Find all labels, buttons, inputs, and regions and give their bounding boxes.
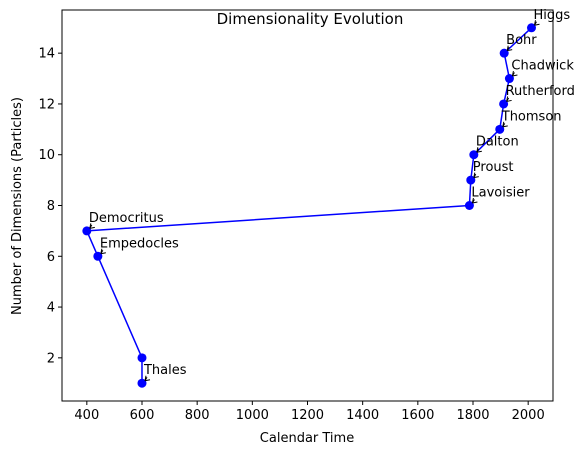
x-tick-label: 1600 [401, 408, 434, 423]
y-axis: 2 4 6 8 10 12 14 [38, 47, 62, 366]
point-label: Lavoisier [471, 186, 530, 201]
x-tick-label: 800 [185, 408, 210, 423]
data-point [82, 226, 92, 236]
x-axis-label: Calendar Time [260, 431, 354, 446]
y-tick-label: 12 [38, 97, 55, 112]
y-tick-label: 2 [47, 351, 55, 366]
point-label: Proust [473, 160, 514, 175]
x-tick-label: 1400 [346, 408, 379, 423]
y-axis-label: Number of Dimensions (Particles) [10, 97, 25, 315]
data-point [504, 74, 514, 84]
annotation-arrowhead [506, 45, 513, 52]
point-label: Chadwick [511, 59, 574, 74]
series-line [86, 27, 532, 384]
x-tick-label: 1800 [456, 408, 489, 423]
point-label: Bohr [506, 33, 537, 48]
plot-frame [61, 9, 554, 402]
x-axis: 400 600 800 1000 1200 1400 1600 1800 2000 [74, 401, 545, 423]
point-label: Higgs [533, 8, 570, 23]
annotation-arrowhead [473, 172, 479, 179]
data-point [469, 150, 479, 160]
data-point [466, 175, 476, 185]
y-tick-label: 6 [47, 250, 55, 265]
chart-title: Dimensionality Evolution [217, 10, 404, 28]
data-point [137, 353, 147, 363]
x-tick-label: 400 [74, 408, 99, 423]
x-tick-label: 2000 [512, 408, 545, 423]
annotation-arrowhead [89, 223, 95, 229]
x-tick-label: 600 [130, 408, 155, 423]
data-point [93, 251, 103, 261]
x-tick-label: 1000 [236, 408, 269, 423]
annotation-arrowhead [476, 147, 482, 153]
point-label: Democritus [89, 211, 164, 226]
data-point [499, 99, 509, 109]
data-point [495, 124, 505, 134]
point-label: Rutherford [506, 84, 575, 99]
plot-area: Thales Empedocles Democritus Lavoisier Prous… [82, 8, 575, 388]
y-tick-label: 14 [38, 47, 55, 62]
y-tick-label: 8 [47, 199, 55, 214]
data-point [137, 378, 147, 388]
data-point [499, 48, 509, 58]
annotation-arrowhead [502, 121, 508, 128]
annotation-arrowhead [506, 96, 512, 102]
annotation-arrowhead [100, 248, 106, 255]
y-tick-label: 4 [47, 301, 55, 316]
x-tick-label: 1200 [291, 408, 324, 423]
y-tick-label: 10 [38, 148, 55, 163]
annotation-arrowhead [533, 20, 540, 26]
point-label: Thales [143, 363, 187, 378]
annotation-arrowhead [511, 70, 518, 77]
data-point [464, 201, 474, 210]
point-label: Empedocles [100, 236, 179, 251]
point-label: Dalton [476, 135, 519, 150]
data-point [526, 23, 536, 33]
point-label: Thomson [501, 109, 562, 124]
annotation-arrowhead [471, 197, 478, 204]
annotation-arrowhead [144, 375, 151, 382]
